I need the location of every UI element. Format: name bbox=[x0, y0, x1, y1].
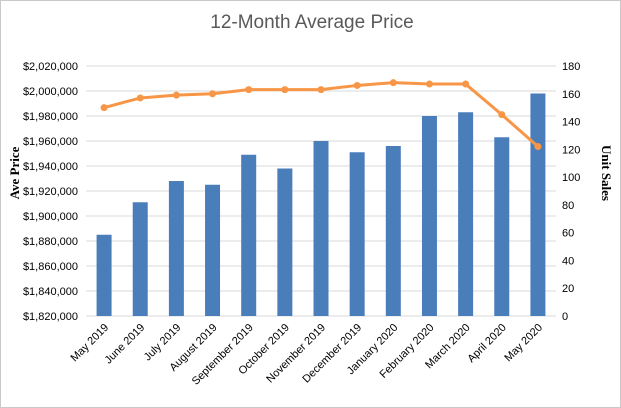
x-axis-tick-label: May 2020 bbox=[502, 322, 545, 365]
line-point bbox=[534, 143, 542, 151]
left-axis-tick-label: $1,980,000 bbox=[23, 111, 78, 123]
right-axis-tick-label: 0 bbox=[562, 311, 568, 323]
left-axis-tick-label: $1,860,000 bbox=[23, 261, 78, 273]
bar bbox=[96, 234, 112, 316]
left-axis-ticks: $1,820,000 $1,840,000 $1,860,000 $1,880,000… bbox=[23, 61, 78, 323]
line-point bbox=[317, 86, 325, 94]
line-point bbox=[136, 94, 144, 102]
right-axis-tick-label: 60 bbox=[562, 228, 574, 240]
bar bbox=[313, 141, 329, 316]
line-point bbox=[389, 79, 397, 87]
x-axis-tick-label: April 2020 bbox=[465, 322, 509, 366]
bar bbox=[458, 112, 474, 316]
left-axis-tick-label: $1,920,000 bbox=[23, 186, 78, 198]
left-axis-tick-label: $1,820,000 bbox=[23, 311, 78, 323]
right-axis-tick-label: 160 bbox=[562, 89, 580, 101]
left-axis-tick-label: $1,840,000 bbox=[23, 286, 78, 298]
left-axis-title: Ave Price bbox=[7, 146, 22, 199]
left-axis-tick-label: $1,900,000 bbox=[23, 211, 78, 223]
right-axis-tick-label: 180 bbox=[562, 61, 580, 73]
line-point bbox=[209, 90, 217, 98]
left-axis-tick-label: $1,960,000 bbox=[23, 136, 78, 148]
right-axis-tick-label: 20 bbox=[562, 283, 574, 295]
line-point bbox=[425, 80, 433, 88]
line-point bbox=[281, 86, 289, 94]
line-point bbox=[462, 80, 470, 88]
line-point bbox=[100, 104, 108, 112]
right-axis-tick-label: 120 bbox=[562, 144, 580, 156]
bar bbox=[132, 202, 148, 316]
line-point bbox=[498, 111, 506, 119]
line-point bbox=[245, 86, 253, 94]
line-point bbox=[353, 81, 361, 89]
x-axis-tick-label: September 2019 bbox=[190, 322, 256, 388]
left-axis-tick-label: $2,020,000 bbox=[23, 61, 78, 73]
bar bbox=[205, 184, 221, 316]
right-axis-title: Unit Sales bbox=[599, 145, 614, 201]
bar bbox=[277, 168, 293, 316]
left-axis-tick-label: $1,940,000 bbox=[23, 161, 78, 173]
bar bbox=[494, 137, 510, 316]
bar bbox=[241, 154, 257, 316]
left-axis-tick-label: $1,880,000 bbox=[23, 236, 78, 248]
right-axis-tick-label: 100 bbox=[562, 172, 580, 184]
bar bbox=[530, 93, 546, 316]
bar bbox=[385, 146, 401, 316]
bar bbox=[168, 181, 184, 316]
right-axis-tick-label: 40 bbox=[562, 255, 574, 267]
chart-title: 12-Month Average Price bbox=[210, 12, 414, 33]
bar bbox=[421, 116, 437, 316]
line-point bbox=[172, 91, 180, 99]
right-axis-tick-label: 80 bbox=[562, 200, 574, 212]
bar-series bbox=[96, 93, 546, 316]
bar bbox=[349, 152, 365, 316]
right-axis-tick-label: 140 bbox=[562, 117, 580, 129]
right-axis-ticks: 0 20 40 60 80 100 120 140 160 180 bbox=[562, 61, 580, 323]
left-axis-tick-label: $2,000,000 bbox=[23, 86, 78, 98]
line-series bbox=[100, 79, 542, 151]
